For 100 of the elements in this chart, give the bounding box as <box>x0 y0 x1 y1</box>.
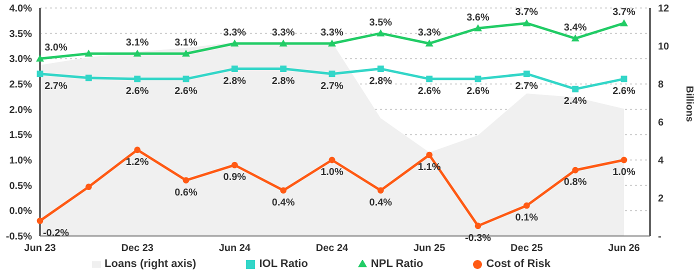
y-tick-label: 0.0% <box>9 206 32 218</box>
y-tick-label: 3.5% <box>9 28 32 40</box>
data-label: 3.3% <box>223 27 246 38</box>
point <box>620 156 628 164</box>
data-label: 3.3% <box>418 27 441 38</box>
point <box>231 66 238 72</box>
data-label: 2.8% <box>369 76 392 87</box>
data-label: 2.8% <box>272 76 295 87</box>
point <box>571 34 580 42</box>
x-tick-label: Jun 25 <box>413 243 446 254</box>
point <box>85 184 92 190</box>
point <box>182 177 190 184</box>
data-label: 3.7% <box>612 7 636 18</box>
point <box>36 70 44 78</box>
point <box>377 66 384 72</box>
y-tick-label: 1.0% <box>9 156 32 167</box>
point <box>328 156 336 164</box>
point <box>230 39 239 46</box>
data-label: 0.9% <box>223 172 246 184</box>
y2-tick-label: 4 <box>658 156 664 167</box>
data-label: 1.0% <box>320 167 344 178</box>
y-tick-label: 0.5% <box>9 180 32 192</box>
y-tick-label: 1.5% <box>9 130 32 142</box>
y2-tick-label: 6 <box>658 118 664 129</box>
point <box>280 66 287 72</box>
point <box>182 50 190 57</box>
data-label: 0.1% <box>515 212 538 224</box>
data-label: 3.4% <box>564 22 587 34</box>
point <box>620 19 628 26</box>
x-tick-label: Jun 23 <box>24 243 56 254</box>
point <box>523 70 530 78</box>
point <box>231 162 238 168</box>
point <box>474 76 482 82</box>
x-tick-label: Dec 25 <box>510 243 544 254</box>
data-label: 2.6% <box>126 86 149 97</box>
point <box>377 187 384 194</box>
y2-tick-label: 8 <box>658 80 664 91</box>
data-label: 2.6% <box>174 86 198 97</box>
data-label: 3.3% <box>320 27 344 38</box>
data-label: 2.4% <box>564 96 587 108</box>
data-label: 2.6% <box>466 86 490 97</box>
y-tick-label: 2.0% <box>9 104 32 116</box>
point <box>328 70 336 78</box>
point <box>620 76 628 82</box>
data-label: 2.7% <box>44 80 68 92</box>
data-label: 3.1% <box>126 38 149 49</box>
legend-label: IOL Ratio <box>259 258 308 270</box>
x-tick-label: Dec 24 <box>316 243 349 254</box>
y2-tick-label: 12 <box>658 4 670 15</box>
y2-tick-label: - <box>658 232 662 243</box>
point <box>36 218 44 224</box>
legend-label: NPL Ratio <box>370 258 424 270</box>
data-label: 3.7% <box>515 7 538 18</box>
point <box>328 39 336 46</box>
y2-axis-title: Billions <box>683 86 694 122</box>
point <box>425 39 434 46</box>
y2-tick-label: 10 <box>658 42 670 53</box>
point <box>84 50 93 57</box>
point <box>426 152 433 158</box>
data-label: 2.6% <box>612 86 636 97</box>
data-label: 1.0% <box>612 167 636 178</box>
data-label: 3.5% <box>369 17 392 28</box>
y-tick-label: -0.5% <box>6 232 32 243</box>
point <box>134 146 141 154</box>
legend-label: Cost of Risk <box>486 258 550 270</box>
point <box>376 29 385 36</box>
data-label: 3.0% <box>44 42 68 54</box>
point <box>572 86 579 92</box>
y-tick-label: 2.5% <box>9 80 32 91</box>
point <box>134 76 141 82</box>
y-tick-label: 3.0% <box>9 54 32 66</box>
point <box>85 74 92 82</box>
point <box>182 76 190 82</box>
data-label: 0.4% <box>272 197 295 208</box>
legend-label: Loans (right axis) <box>104 258 196 270</box>
data-label: 3.1% <box>174 38 198 49</box>
data-label: 3.3% <box>272 27 295 38</box>
data-label: 2.8% <box>223 76 246 87</box>
point <box>36 54 44 62</box>
point <box>474 24 482 32</box>
y2-tick-label: 2 <box>658 194 664 205</box>
point <box>133 50 142 57</box>
data-label: 2.7% <box>515 80 538 92</box>
data-label: 1.2% <box>126 156 149 168</box>
data-label: 3.6% <box>466 12 490 24</box>
data-label: 2.7% <box>320 80 344 92</box>
point <box>522 19 531 26</box>
point <box>474 222 482 230</box>
point <box>280 187 287 194</box>
point <box>523 202 530 209</box>
x-tick-label: Dec 23 <box>121 243 154 254</box>
x-tick-label: Jun 24 <box>218 243 251 254</box>
data-label: 0.4% <box>369 197 392 208</box>
data-label: 0.8% <box>564 177 587 188</box>
point <box>572 166 579 174</box>
data-label: 0.6% <box>174 187 198 198</box>
point <box>426 76 433 82</box>
y-tick-label: 4.0% <box>9 4 32 15</box>
x-tick-label: Jun 26 <box>608 243 640 254</box>
point <box>279 39 288 46</box>
